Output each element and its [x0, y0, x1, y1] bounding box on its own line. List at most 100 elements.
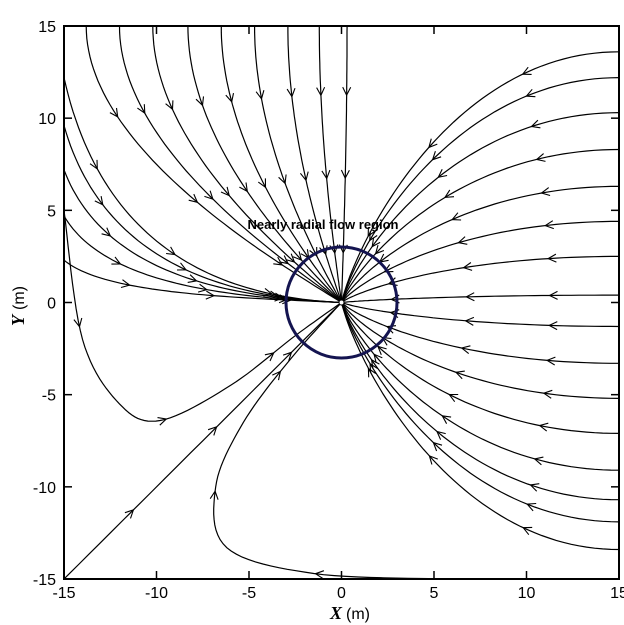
streamline-arrow	[165, 100, 174, 111]
streamline-arrow	[369, 231, 378, 242]
streamline-arrow	[309, 247, 318, 258]
streamline-right	[341, 294, 619, 304]
streamline-arrow	[314, 570, 325, 579]
streamline-arrow	[187, 274, 198, 283]
streamline-arrow	[545, 356, 556, 366]
streamline-arrow	[225, 92, 235, 103]
streamline-arrow	[431, 151, 442, 161]
streamline-arrow	[535, 153, 546, 162]
streamline-left	[64, 77, 342, 304]
streamline-arrow	[342, 86, 352, 97]
x-tick-label: -15	[52, 585, 75, 602]
streamline-arrow	[443, 189, 455, 199]
streamline-arrow	[89, 159, 98, 170]
streamline-arrow	[437, 168, 448, 179]
streamline-right	[340, 302, 619, 523]
streamline-arrow	[292, 251, 303, 262]
streamline-arrow	[111, 256, 122, 265]
streamline-arrow	[176, 262, 188, 271]
streamline-arrow	[282, 351, 293, 361]
streamline-arrow	[538, 422, 549, 432]
streamline-arrow	[530, 119, 541, 129]
streamline-arrow	[381, 336, 392, 346]
streamline-arrow	[120, 279, 131, 289]
streamline-right	[340, 302, 619, 501]
sink-point	[338, 299, 345, 306]
streamline-top	[220, 26, 342, 303]
streamline-arrow	[166, 246, 177, 256]
streamline-arrow	[73, 317, 83, 328]
y-tick-label: 5	[47, 203, 56, 220]
streamline-arrow	[441, 415, 452, 424]
y-axis-ticks: 15 10 5 0 -5 -10 -15	[33, 19, 619, 589]
streamline-right	[341, 301, 619, 328]
streamline-right	[340, 148, 619, 303]
streamline-arrow	[529, 483, 540, 492]
streamline-bottom-left	[213, 302, 444, 579]
streamline-right	[341, 220, 619, 303]
streamline-arrow	[428, 138, 438, 149]
streamline-arrow	[157, 417, 168, 426]
streamline-top	[85, 26, 342, 304]
streamline-arrow	[239, 182, 249, 193]
x-tick-label: -5	[242, 585, 256, 602]
x-axis-label: X	[329, 603, 343, 623]
y-axis-unit: (m)	[11, 286, 28, 310]
streamline-arrow	[286, 88, 296, 98]
streamline-arrow	[462, 262, 473, 271]
streamline-arrow	[383, 264, 394, 273]
streamline-arrow	[101, 227, 112, 237]
streamline-top	[187, 26, 342, 303]
streamline-arrow	[526, 502, 537, 512]
streamline-arrow	[137, 104, 146, 115]
streamline-arrow	[547, 321, 558, 331]
streamline-bottom-left	[64, 210, 342, 422]
streamline-arrow	[460, 345, 471, 355]
y-axis-label: Y	[8, 313, 28, 326]
streamline-arrow	[316, 86, 326, 97]
streamline-arrow	[373, 353, 383, 364]
y-tick-label: -15	[33, 572, 56, 589]
streamline-arrow	[321, 169, 331, 180]
streamline-arrow	[369, 362, 378, 373]
streamline-arrow	[542, 389, 553, 399]
streamline-arrow	[272, 370, 282, 381]
streamline-arrow	[465, 292, 475, 302]
streamline-right	[340, 77, 619, 303]
streamline-top	[318, 26, 343, 303]
radial-flow-region-circle	[284, 245, 399, 360]
streamline-top	[287, 26, 343, 303]
streamline-arrow	[374, 244, 385, 255]
streamline-arrow	[522, 526, 533, 536]
streamline-arrow	[548, 290, 558, 300]
streamline-arrow	[204, 190, 214, 200]
streamline-arrow	[264, 352, 275, 362]
streamline-arrow	[278, 174, 287, 185]
x-axis-unit: (m)	[346, 606, 370, 623]
streamline-arrow	[220, 186, 230, 197]
streamline-right	[341, 302, 619, 399]
y-tick-label: 0	[47, 296, 56, 313]
streamline-arrow	[428, 454, 438, 465]
streamline-arrow	[540, 187, 551, 197]
streamline-arrow	[521, 66, 532, 75]
streamline-arrow	[448, 393, 459, 403]
streamline-arrow	[371, 237, 381, 248]
streamline-arrow	[285, 253, 296, 263]
streamline-arrow	[257, 178, 267, 189]
x-tick-label: -10	[145, 585, 168, 602]
streamline-arrow	[207, 426, 218, 436]
streamline-arrow	[209, 489, 219, 500]
streamline-arrow	[279, 255, 290, 265]
streamline-arrow	[546, 253, 557, 263]
streamline-top	[254, 26, 343, 303]
x-tick-label: 10	[518, 585, 536, 602]
streamline-arrow	[124, 509, 135, 519]
streamline-right	[341, 255, 619, 303]
streamline-top	[118, 26, 342, 303]
streamline-right	[340, 302, 619, 471]
streamline-arrow	[340, 169, 350, 180]
streamline-right	[340, 302, 619, 434]
streamline-right	[340, 112, 619, 303]
streamline-arrow	[94, 195, 104, 206]
